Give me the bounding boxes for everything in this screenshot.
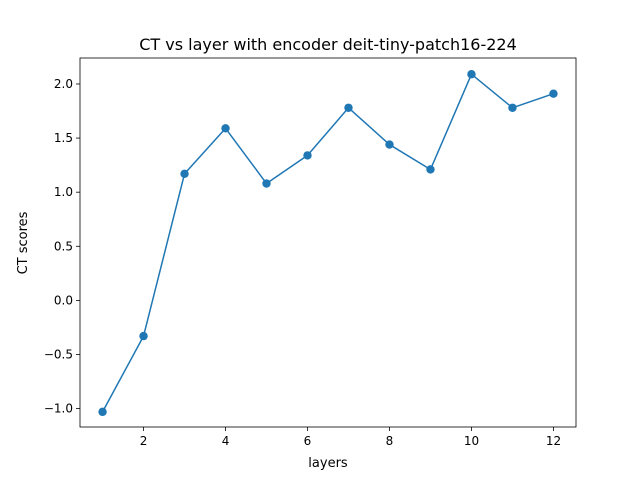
- x-tick-label: 8: [386, 434, 394, 448]
- y-tick-label: 1.5: [54, 131, 73, 145]
- data-point: [98, 407, 107, 417]
- x-tick-label: 6: [304, 434, 312, 448]
- data-point: [344, 103, 353, 112]
- data-point: [180, 169, 189, 178]
- data-point: [221, 124, 230, 133]
- y-tick-label: 0.5: [54, 239, 73, 253]
- y-axis-label: CT scores: [16, 211, 31, 274]
- data-point: [262, 179, 271, 188]
- y-tick-label: −1.0: [44, 402, 73, 416]
- x-tick-label: 10: [464, 434, 479, 448]
- x-tick-label: 12: [546, 434, 561, 448]
- data-point: [508, 103, 517, 112]
- chart-title: CT vs layer with encoder deit-tiny-patch…: [139, 35, 517, 54]
- x-tick-label: 4: [222, 434, 230, 448]
- y-tick-label: −0.5: [44, 347, 73, 361]
- data-point: [467, 70, 476, 79]
- series-line: [101, 73, 554, 413]
- y-tick-label: 1.0: [54, 185, 73, 199]
- data-point: [549, 89, 558, 98]
- plot-area: 2 4 6 8 10 12 −1.0 −0.5 0.0 0.5 1.0 1.5 2.0: [44, 57, 577, 448]
- y-tick-label: 2.0: [54, 77, 73, 91]
- data-point: [303, 151, 312, 160]
- data-point: [385, 140, 394, 149]
- axes-frame: [79, 57, 577, 428]
- data-point: [139, 331, 148, 341]
- data-point: [426, 165, 435, 174]
- x-axis-label: layers: [308, 456, 348, 471]
- x-tick-label: 2: [140, 434, 148, 448]
- y-tick-label: 0.0: [54, 293, 73, 307]
